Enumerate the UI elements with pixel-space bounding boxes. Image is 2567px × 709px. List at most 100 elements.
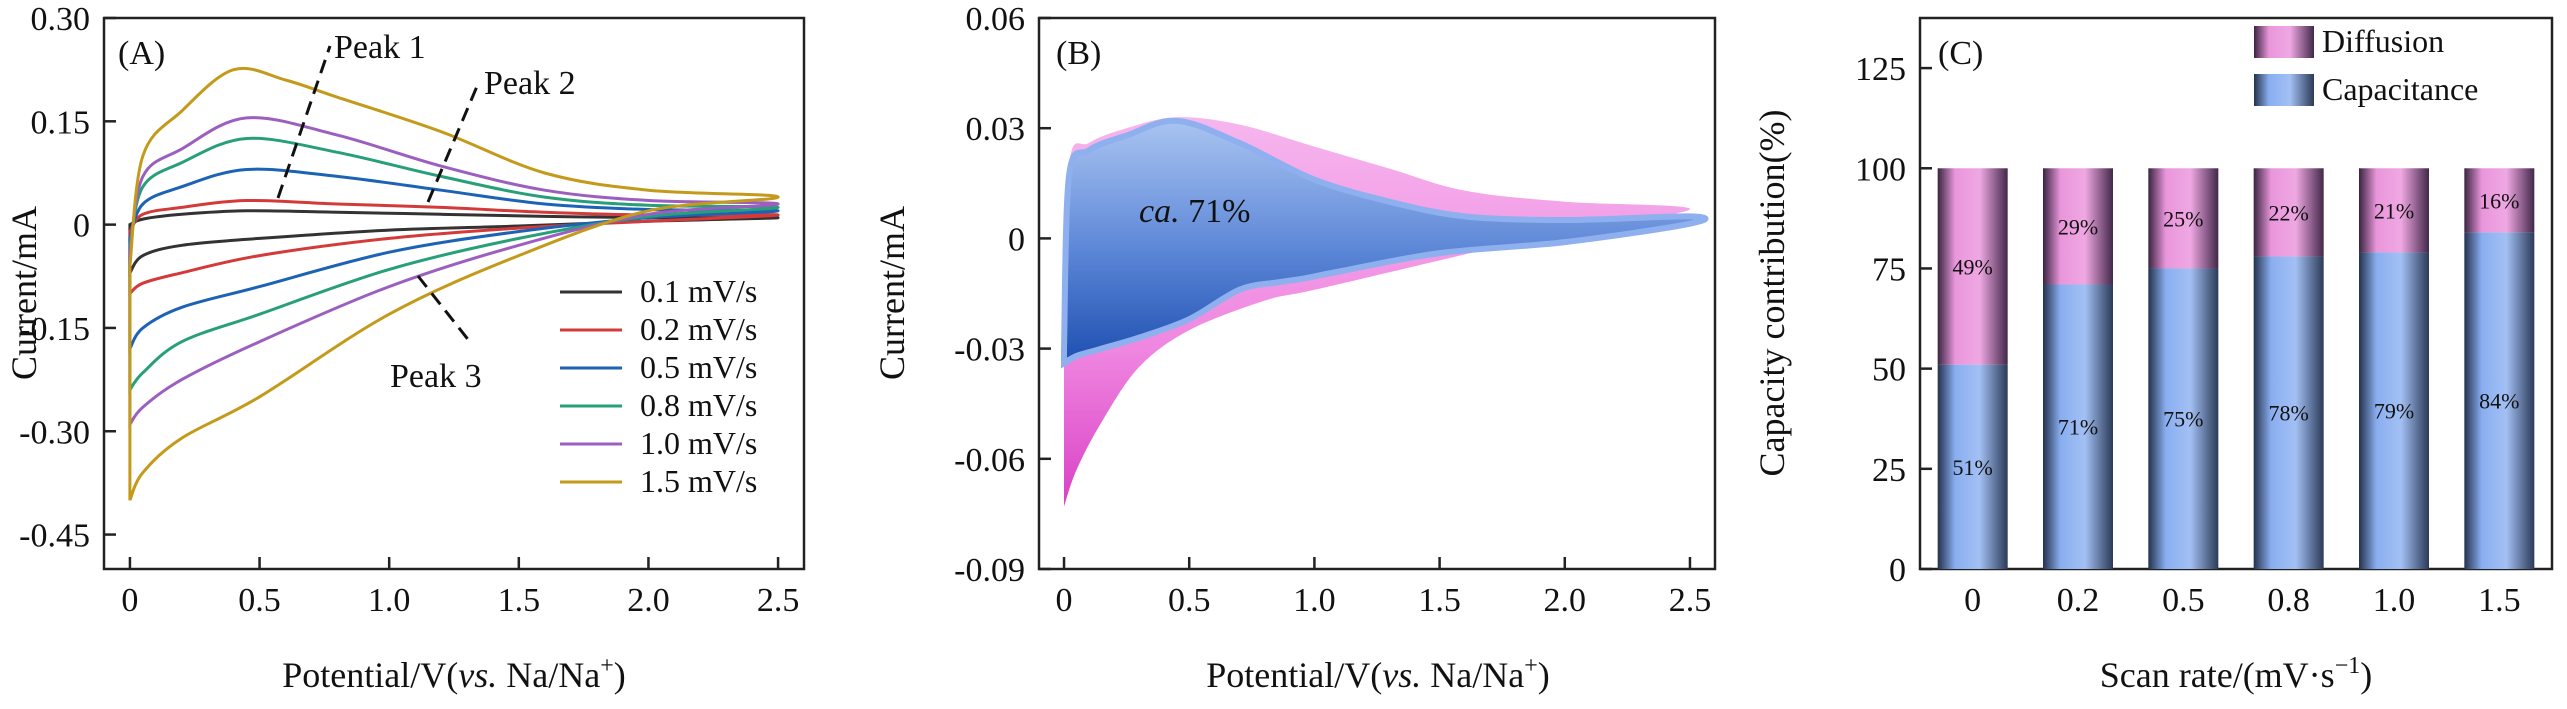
panel-b-annotation: ca. 71% bbox=[1139, 193, 1250, 230]
bar-capacitance bbox=[2464, 232, 2535, 569]
x-tick-label: 0.5 bbox=[238, 582, 281, 619]
y-tick-label: 0.30 bbox=[31, 1, 91, 38]
panel-c-legend: Diffusion Capacitance bbox=[2254, 23, 2478, 107]
x-tick-label: 2.0 bbox=[627, 582, 670, 619]
y-tick-label: 25 bbox=[1872, 452, 1906, 489]
y-tick-label: -0.15 bbox=[19, 311, 90, 348]
y-tick-label: 0 bbox=[73, 208, 90, 245]
panel-a-cv-curves: 0 0.5 1.0 1.5 2.0 2.5 0.30 0.15 0 -0.15 -0.30 -0.45… bbox=[4, 1, 806, 695]
bar-label-capacitance: 75% bbox=[2163, 407, 2203, 432]
legend-entry: 1.5 mV/s bbox=[640, 463, 757, 499]
panel-c-xlabel: Scan rate/(mV·s−1) bbox=[2100, 653, 2372, 695]
panel-b-frame bbox=[1037, 16, 1717, 571]
x-tick-label: 0.5 bbox=[2162, 582, 2205, 619]
bar-label-capacitance: 84% bbox=[2479, 389, 2519, 414]
bar-capacitance bbox=[2359, 252, 2429, 569]
bar-capacitance bbox=[1937, 364, 2008, 569]
y-tick-label: -0.09 bbox=[954, 552, 1025, 589]
bar-diffusion bbox=[1937, 168, 2008, 365]
bar-label-diffusion: 22% bbox=[2269, 200, 2309, 225]
bar-label-diffusion: 16% bbox=[2479, 188, 2519, 213]
peak-3-guide bbox=[416, 275, 472, 343]
x-tick-label: 0 bbox=[121, 582, 138, 619]
peak-1-guide bbox=[276, 45, 332, 199]
x-tick-label: 0 bbox=[1056, 582, 1073, 619]
bar-label-diffusion: 49% bbox=[1953, 254, 1993, 279]
panel-a-legend: 0.1 mV/s0.2 mV/s0.5 mV/s0.8 mV/s1.0 mV/s… bbox=[560, 273, 757, 499]
y-tick-label: 100 bbox=[1855, 151, 1906, 188]
y-tick-label: 0 bbox=[1008, 221, 1025, 258]
bar-label-capacitance: 51% bbox=[1953, 455, 1993, 480]
bar-diffusion bbox=[2359, 168, 2429, 253]
panel-a-frame bbox=[102, 16, 806, 571]
bar-diffusion bbox=[2464, 168, 2535, 233]
bar-label-capacitance: 79% bbox=[2374, 399, 2414, 424]
legend-entry: 0.8 mV/s bbox=[640, 387, 757, 423]
x-tick-label: 0.2 bbox=[2057, 582, 2100, 619]
legend-entry: 0.2 mV/s bbox=[640, 311, 757, 347]
bar-label-capacitance: 78% bbox=[2269, 401, 2309, 426]
panel-c-axes: 0 25 50 75 100 125 bbox=[1855, 51, 1932, 589]
cv-curve-0-2-mV-s bbox=[128, 198, 780, 297]
panel-a-axes: 0 0.5 1.0 1.5 2.0 2.5 0.30 0.15 0 -0.15 -0.30 -0.45 bbox=[19, 1, 799, 619]
legend-entry: 1.0 mV/s bbox=[640, 425, 757, 461]
legend-entry: 0.1 mV/s bbox=[640, 273, 757, 309]
bar-diffusion bbox=[2043, 168, 2113, 285]
bar-diffusion bbox=[2253, 168, 2324, 257]
bar-capacitance bbox=[2043, 284, 2113, 569]
cv-curve-1-0-mV-s bbox=[128, 116, 780, 429]
panel-c-capacity-contribution: 51% 49% 0 71% 29% 0.2 75% 25% 0.5 78% 22% 0.8 79% 21%… bbox=[1752, 16, 2554, 695]
legend-entry: Diffusion bbox=[2322, 23, 2444, 59]
x-tick-label: 1.0 bbox=[368, 582, 411, 619]
bar-label-diffusion: 21% bbox=[2374, 198, 2414, 223]
panel-b-ylabel: Current/mA bbox=[872, 206, 912, 380]
panel-c-label: (C) bbox=[1938, 35, 1983, 72]
x-tick-label: 2.5 bbox=[1669, 582, 1712, 619]
panel-b-label: (B) bbox=[1056, 35, 1101, 72]
panel-a-xlabel: Potential/V(vs. Na/Na+) bbox=[282, 653, 626, 695]
panel-a-label: (A) bbox=[118, 35, 165, 72]
y-tick-label: 0.15 bbox=[31, 104, 91, 141]
legend-entry: Capacitance bbox=[2322, 71, 2478, 107]
panel-b-capacitive-separation: 0 0.5 1.0 1.5 2.0 2.5 0.06 0.03 0 -0.03 -0.06 -0.09… bbox=[872, 1, 1717, 695]
bar-capacitance bbox=[2148, 268, 2219, 569]
peak-1-label: Peak 1 bbox=[334, 29, 426, 66]
panel-a-series-group bbox=[128, 66, 780, 501]
x-tick-label: 0.5 bbox=[1168, 582, 1211, 619]
y-tick-label: 0.06 bbox=[966, 1, 1026, 38]
panel-c-bars: 51% 49% 0 71% 29% 0.2 75% 25% 0.5 78% 22% 0.8 79% 21%… bbox=[1937, 168, 2535, 619]
y-tick-label: -0.45 bbox=[19, 518, 90, 555]
y-tick-label: 0.03 bbox=[966, 111, 1026, 148]
bar-label-diffusion: 25% bbox=[2163, 206, 2203, 231]
y-tick-label: 125 bbox=[1855, 51, 1906, 88]
panel-b-capacitive-area bbox=[1061, 117, 1709, 369]
x-tick-label: 2.0 bbox=[1544, 582, 1587, 619]
y-tick-label: 75 bbox=[1872, 251, 1906, 288]
legend-swatch bbox=[2254, 26, 2314, 58]
x-tick-label: 1.5 bbox=[1418, 582, 1461, 619]
x-tick-label: 1.5 bbox=[2478, 582, 2521, 619]
panel-a-ylabel: Current/mA bbox=[4, 206, 44, 380]
peak-2-label: Peak 2 bbox=[484, 65, 576, 102]
x-tick-label: 1.0 bbox=[2373, 582, 2416, 619]
x-tick-label: 1.5 bbox=[498, 582, 541, 619]
peak-3-label: Peak 3 bbox=[390, 358, 482, 395]
x-tick-label: 1.0 bbox=[1293, 582, 1336, 619]
y-tick-label: 0 bbox=[1889, 552, 1906, 589]
panel-c-ylabel: Capacity contribution(%) bbox=[1752, 110, 1792, 477]
legend-entry: 0.5 mV/s bbox=[640, 349, 757, 385]
x-tick-label: 0.8 bbox=[2267, 582, 2310, 619]
panel-b-axes: 0 0.5 1.0 1.5 2.0 2.5 0.06 0.03 0 -0.03 -0.06 -0.09 bbox=[954, 1, 1711, 619]
bar-diffusion bbox=[2148, 168, 2219, 269]
y-tick-label: -0.30 bbox=[19, 414, 90, 451]
panel-c-frame bbox=[1918, 16, 2554, 571]
y-tick-label: -0.03 bbox=[954, 332, 1025, 369]
legend-swatch bbox=[2254, 74, 2314, 106]
bar-label-diffusion: 29% bbox=[2058, 214, 2098, 239]
x-tick-label: 2.5 bbox=[757, 582, 800, 619]
y-tick-label: -0.06 bbox=[954, 442, 1025, 479]
cv-curve-1-5-mV-s bbox=[128, 66, 780, 501]
bar-capacitance bbox=[2253, 256, 2324, 569]
x-tick-label: 0 bbox=[1964, 582, 1981, 619]
